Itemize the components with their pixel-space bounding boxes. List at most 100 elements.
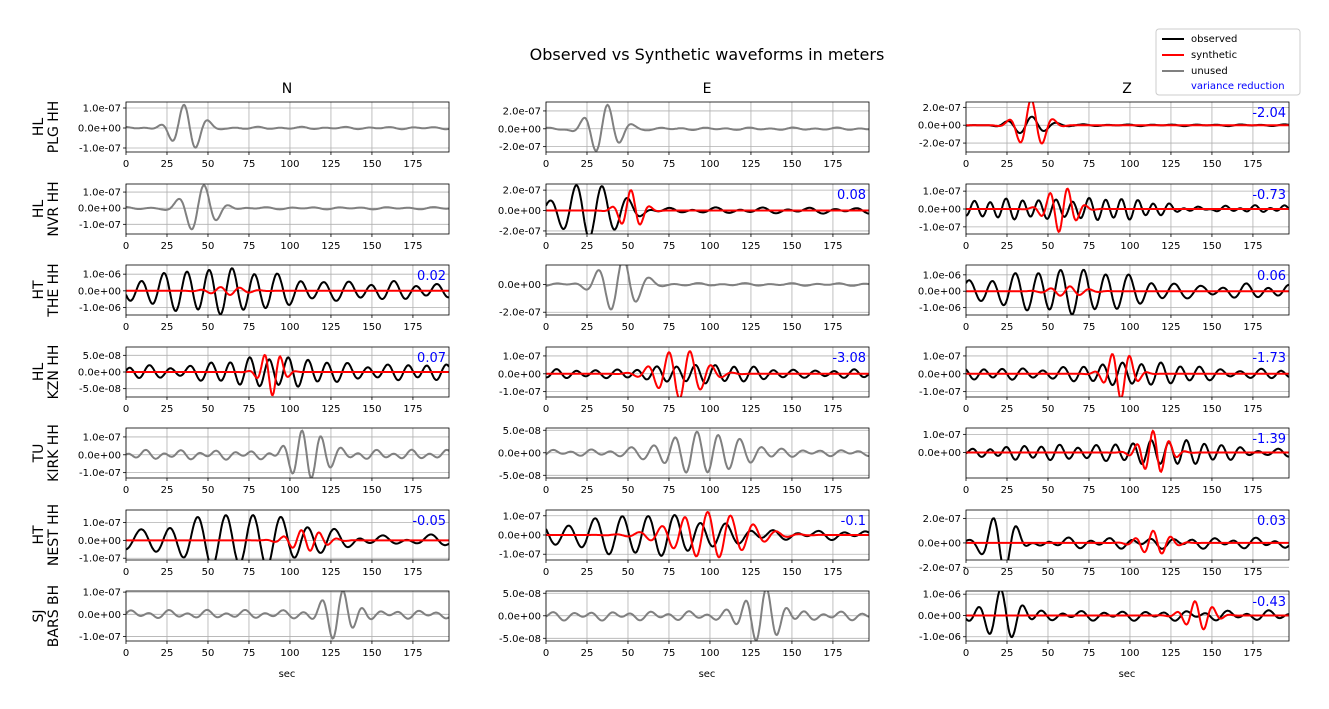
waveform-panel: 1.0e-07 0.0e+00 -1.0e-070 25 50 75 100 125 150 17… <box>78 509 450 578</box>
unused-trace <box>546 430 869 474</box>
waveform-panel: 2.0e-07 0.0e+00 -2.0e-070 25 50 75 100 125 150 17… <box>498 101 870 170</box>
x-tick-label: 0 <box>123 322 129 333</box>
x-tick-label: 75 <box>663 485 676 496</box>
x-tick-label: 125 <box>1161 241 1180 252</box>
x-tick-label: 175 <box>1243 485 1262 496</box>
y-tick-label: -1.0e-07 <box>79 144 121 155</box>
y-tick-label: -1.0e-06 <box>919 632 961 643</box>
x-tick-label: 100 <box>700 485 719 496</box>
x-tick-label: 100 <box>280 322 299 333</box>
x-tick-label: 150 <box>362 567 381 578</box>
x-tick-label: 150 <box>782 648 801 659</box>
observed-trace <box>966 196 1289 221</box>
x-tick-label: 50 <box>1042 159 1055 170</box>
x-tick-label: 150 <box>782 404 801 415</box>
network-code: HL <box>31 118 47 137</box>
x-tick-label: 125 <box>741 567 760 578</box>
y-tick-label: 0.0e+00 <box>498 611 541 622</box>
x-tick-label: 25 <box>161 648 174 659</box>
waveform-panel: 5.0e-08 0.0e+00 -5.0e-080 25 50 75 100 125 150 17… <box>498 426 870 496</box>
panel-frame <box>125 264 450 316</box>
x-tick-label: 25 <box>1001 485 1014 496</box>
x-tick-label: 175 <box>1243 159 1262 170</box>
x-tick-label: 100 <box>280 567 299 578</box>
x-tick-label: 25 <box>581 485 594 496</box>
x-tick-label: 125 <box>321 485 340 496</box>
x-tick-label: 175 <box>403 485 422 496</box>
x-tick-label: 50 <box>1042 404 1055 415</box>
x-tick-label: 25 <box>1001 159 1014 170</box>
x-tick-label: 125 <box>321 241 340 252</box>
y-tick-label: 1.0e-07 <box>83 432 121 443</box>
panel-frame <box>965 427 1290 479</box>
y-tick-label: -1.0e-07 <box>919 387 961 398</box>
x-tick-label: 100 <box>280 485 299 496</box>
x-tick-label: 50 <box>622 241 635 252</box>
y-tick-label: -2.0e-07 <box>499 308 541 319</box>
waveform-panel: 5.0e-08 0.0e+00 -5.0e-080 25 50 75 100 125 150 17… <box>78 346 450 415</box>
x-tick-label: 100 <box>1120 322 1139 333</box>
x-tick-label: 125 <box>741 322 760 333</box>
waveform-panel: 1.0e-06 0.0e+00 -1.0e-060 25 50 75 100 125 150 17… <box>78 264 450 333</box>
y-tick-label: -5.0e-08 <box>499 634 541 645</box>
variance-reduction-label: -1.39 <box>1252 432 1286 447</box>
x-tick-label: 100 <box>700 567 719 578</box>
y-tick-label: 0.0e+00 <box>498 280 541 291</box>
x-tick-label: 100 <box>280 241 299 252</box>
x-tick-label: 25 <box>1001 241 1014 252</box>
x-tick-label: 0 <box>123 485 129 496</box>
x-tick-label: 175 <box>403 404 422 415</box>
synthetic-trace <box>126 353 449 397</box>
x-tick-label: 100 <box>1120 567 1139 578</box>
unused-trace <box>126 591 449 640</box>
y-tick-label: 5.0e-08 <box>83 351 121 362</box>
x-tick-label: 150 <box>1202 159 1221 170</box>
x-tick-label: 25 <box>161 322 174 333</box>
y-tick-label: 0.0e+00 <box>918 611 961 622</box>
x-tick-label: 25 <box>161 241 174 252</box>
y-tick-label: 0.0e+00 <box>78 368 121 379</box>
x-tick-label: 75 <box>243 485 256 496</box>
waveform-panel: 1.0e-06 0.0e+00 -1.0e-060 25 50 75 100 125 150 17… <box>918 264 1290 333</box>
waveform-panel: 5.0e-08 0.0e+00 -5.0e-080 25 50 75 100 125 150 17… <box>498 589 870 659</box>
x-tick-label: 25 <box>581 241 594 252</box>
network-code: HL <box>31 363 47 382</box>
y-tick-label: -1.0e-06 <box>919 303 961 314</box>
station-code: THE HH <box>46 263 62 317</box>
y-tick-label: 1.0e-06 <box>83 270 121 281</box>
y-tick-label: 0.0e+00 <box>78 610 121 621</box>
x-tick-label: 175 <box>823 159 842 170</box>
x-tick-label: 175 <box>823 322 842 333</box>
synthetic-trace <box>966 285 1289 297</box>
variance-reduction-label: -0.43 <box>1252 595 1286 610</box>
x-tick-label: 175 <box>403 567 422 578</box>
y-tick-label: 0.0e+00 <box>918 538 961 549</box>
y-tick-label: 0.0e+00 <box>918 121 961 132</box>
synthetic-trace <box>546 510 869 559</box>
panel-frame <box>545 101 870 153</box>
x-tick-label: 100 <box>700 648 719 659</box>
x-axis-label-n: sec <box>279 669 296 680</box>
y-tick-label: -2.0e-07 <box>919 563 961 574</box>
x-tick-label: 100 <box>1120 241 1139 252</box>
x-tick-label: 25 <box>1001 567 1014 578</box>
x-tick-label: 50 <box>202 404 215 415</box>
y-tick-label: 1.0e-07 <box>503 511 541 522</box>
y-tick-label: 2.0e-07 <box>503 106 541 117</box>
x-tick-label: 25 <box>581 567 594 578</box>
y-tick-label: 0.0e+00 <box>918 287 961 298</box>
station-code: KIRK HH <box>46 424 62 482</box>
x-tick-label: 0 <box>963 567 969 578</box>
waveform-panel: 1.0e-07 0.0e+00 -1.0e-070 25 50 75 100 125 150 17… <box>78 183 450 252</box>
variance-reduction-label: -0.05 <box>412 514 446 529</box>
y-tick-label: 1.0e-06 <box>923 590 961 601</box>
panel-frame <box>965 264 1290 316</box>
network-code: HT <box>31 280 47 300</box>
waveform-panel: 1.0e-07 0.0e+00 -1.0e-070 25 50 75 100 125 150 17… <box>498 509 870 578</box>
x-tick-label: 150 <box>362 159 381 170</box>
x-tick-label: 175 <box>1243 404 1262 415</box>
x-tick-label: 0 <box>543 159 549 170</box>
unused-trace <box>546 265 869 311</box>
